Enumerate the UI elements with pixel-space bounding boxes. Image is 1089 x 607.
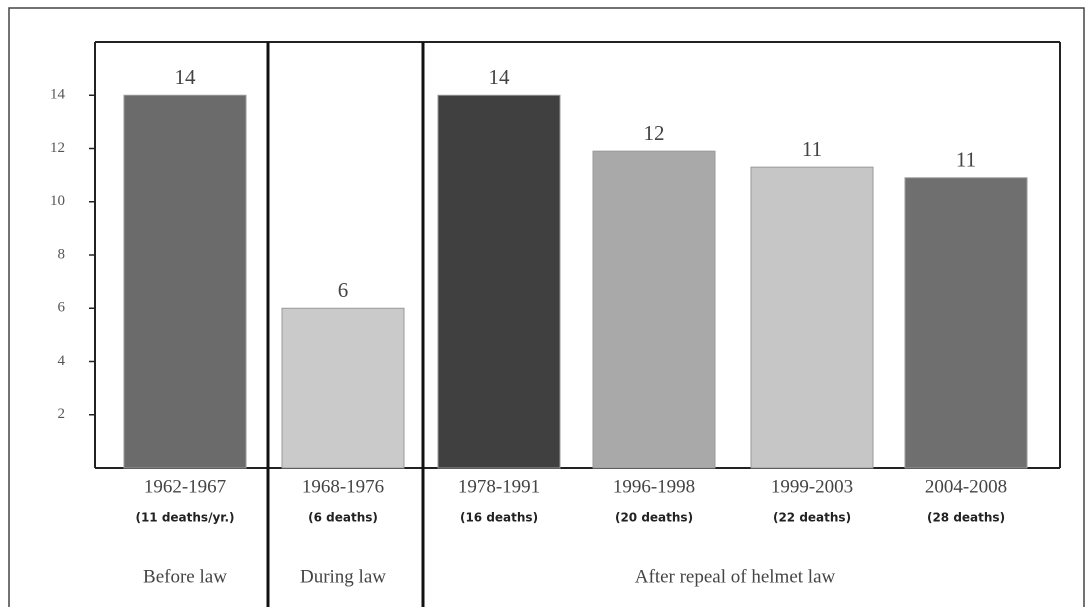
bar: [904, 177, 1028, 469]
x-sublabel: (6 deaths): [308, 511, 378, 525]
value-label: 11: [956, 148, 976, 172]
y-tick-label: 6: [58, 300, 66, 316]
group-label: After repeal of helmet law: [635, 566, 836, 587]
group-label: Before law: [143, 566, 227, 587]
x-tick-label: 1978-1991: [458, 476, 540, 497]
x-sublabel: (16 deaths): [460, 511, 538, 525]
x-tick-label: 1962-1967: [144, 476, 226, 497]
y-tick-label: 2: [58, 406, 66, 422]
group-label: During law: [300, 566, 386, 587]
x-tick-label: 2004-2008: [925, 476, 1007, 497]
x-sublabel: (28 deaths): [927, 511, 1005, 525]
value-label: 11: [802, 137, 822, 161]
value-label: 14: [489, 65, 511, 89]
value-label: 14: [175, 65, 197, 89]
x-sublabel: (11 deaths/yr.): [135, 511, 234, 525]
x-tick-label: 1968-1976: [302, 476, 384, 497]
y-tick-label: 10: [50, 193, 65, 209]
value-label: 12: [644, 121, 665, 145]
bar: [750, 166, 874, 469]
x-tick-label: 1996-1998: [613, 476, 695, 497]
value-label: 6: [338, 278, 349, 302]
frame: [8, 7, 1085, 607]
y-tick-label: 4: [58, 353, 66, 369]
y-tick-label: 8: [58, 246, 66, 262]
bar: [123, 94, 247, 469]
bar: [281, 307, 405, 469]
x-tick-label: 1999-2003: [771, 476, 853, 497]
bar: [437, 94, 561, 469]
y-tick-label: 14: [50, 87, 66, 103]
bar: [592, 150, 716, 469]
x-sublabel: (22 deaths): [773, 511, 851, 525]
x-sublabel: (20 deaths): [615, 511, 693, 525]
y-tick-label: 12: [50, 140, 65, 156]
